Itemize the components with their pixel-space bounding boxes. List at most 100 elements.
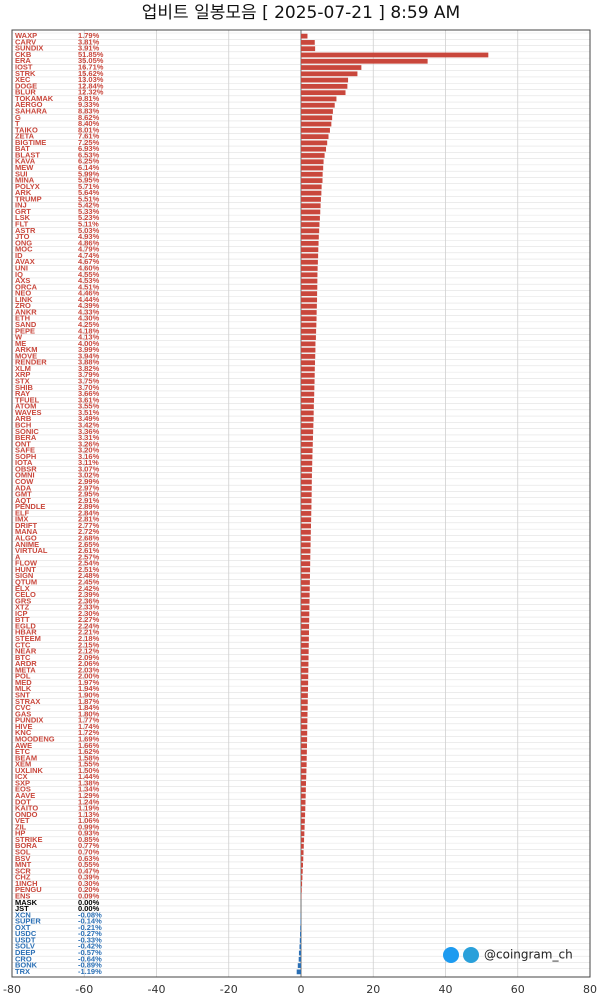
- bar: [301, 310, 317, 315]
- x-tick-label: -60: [75, 983, 93, 996]
- bar: [301, 197, 321, 202]
- bar: [301, 643, 309, 648]
- bar: [301, 341, 315, 346]
- bar: [301, 367, 315, 372]
- bar: [301, 128, 330, 133]
- bar: [301, 800, 305, 805]
- bar: [301, 756, 307, 761]
- bar: [301, 737, 307, 742]
- telegram-icon: [463, 947, 479, 963]
- bar: [301, 637, 309, 642]
- bar: [301, 467, 312, 472]
- bar: [301, 473, 312, 478]
- bar: [301, 304, 317, 309]
- bar: [301, 398, 314, 403]
- bar: [299, 957, 301, 962]
- bar: [301, 84, 347, 89]
- bar: [301, 103, 335, 108]
- bar: [301, 750, 307, 755]
- bar: [301, 254, 318, 259]
- bar: [301, 279, 317, 284]
- bar: [301, 203, 321, 208]
- bar: [301, 775, 306, 780]
- bar: [300, 926, 301, 931]
- bar: [301, 524, 311, 529]
- bar: [301, 115, 332, 120]
- bar: [301, 172, 323, 177]
- bar: [301, 580, 310, 585]
- bar: [301, 329, 316, 334]
- x-tick-label: 0: [298, 983, 305, 996]
- bar: [301, 241, 319, 246]
- bar: [301, 109, 333, 114]
- chart-title: 업비트 일봉모음 [ 2025-07-21 ] 8:59 AM: [142, 3, 460, 23]
- bar: [301, 812, 305, 817]
- bar: [301, 53, 488, 58]
- bar: [301, 429, 313, 434]
- bar: [301, 354, 315, 359]
- bar: [301, 875, 302, 880]
- bar: [301, 612, 309, 617]
- x-tick-label: -40: [148, 983, 166, 996]
- bar: [301, 586, 310, 591]
- bar: [301, 291, 317, 296]
- bar: [301, 593, 310, 598]
- bar: [301, 831, 304, 836]
- bar: [301, 574, 310, 579]
- bar: [301, 819, 305, 824]
- bar: [301, 850, 304, 855]
- bar: [301, 838, 304, 843]
- bar: [301, 90, 346, 95]
- bar: [301, 731, 307, 736]
- bar: [301, 486, 312, 491]
- bar: [301, 542, 311, 547]
- bar: [301, 40, 315, 45]
- bar: [301, 699, 308, 704]
- x-tick-label: -20: [220, 983, 238, 996]
- bar: [301, 630, 309, 635]
- bar: [301, 379, 315, 384]
- bar: [301, 191, 321, 196]
- bar: [301, 505, 311, 510]
- bar: [301, 210, 320, 215]
- bar: [301, 228, 319, 233]
- bar: [301, 348, 315, 353]
- bar: [301, 662, 308, 667]
- bar: [301, 655, 309, 660]
- bar: [301, 781, 306, 786]
- bar: [301, 498, 312, 503]
- bar: [301, 844, 304, 849]
- bar: [300, 938, 301, 943]
- bar: [301, 455, 312, 460]
- bar: [301, 411, 314, 416]
- bar: [301, 555, 310, 560]
- bar: [301, 882, 302, 887]
- bar: [301, 511, 311, 516]
- bar: [301, 222, 319, 227]
- x-tick-label: -80: [3, 983, 21, 996]
- bar: [301, 687, 308, 692]
- bar: [301, 78, 348, 83]
- bar: [301, 285, 317, 290]
- bar: [301, 448, 313, 453]
- bar: [301, 385, 314, 390]
- watermark: @coingram_ch: [484, 948, 573, 962]
- bar: [301, 46, 315, 51]
- bar: [301, 59, 428, 64]
- bar: [298, 963, 301, 968]
- bar: [301, 743, 307, 748]
- bar: [301, 762, 307, 767]
- bar: [301, 461, 312, 466]
- bar: [301, 178, 322, 183]
- bar: [301, 392, 314, 397]
- bar: [301, 549, 310, 554]
- bar: [301, 649, 309, 654]
- bar: [301, 316, 317, 321]
- bar: [301, 888, 302, 893]
- bar: [301, 216, 320, 221]
- bar: [301, 373, 315, 378]
- bar: [301, 442, 313, 447]
- bar: [300, 919, 301, 924]
- bar: [301, 323, 316, 328]
